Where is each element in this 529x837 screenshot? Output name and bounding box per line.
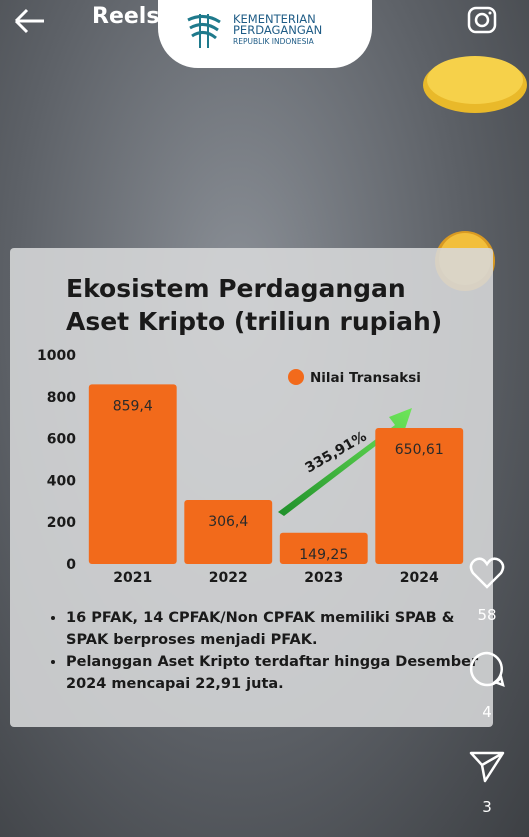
logo-badge: KEMENTERIAN PERDAGANGAN REPUBLIK INDONES… bbox=[158, 0, 372, 68]
bar bbox=[375, 428, 464, 564]
logo-mark bbox=[187, 14, 221, 48]
share-count: 3 bbox=[482, 798, 492, 816]
legend-label: Nilai Transaksi bbox=[310, 370, 421, 386]
camera-button[interactable] bbox=[466, 4, 500, 36]
y-tick-label: 1000 bbox=[37, 348, 76, 364]
value-label: 859,4 bbox=[113, 398, 153, 414]
logo-line: REPUBLIK INDONESIA bbox=[233, 37, 314, 46]
bar bbox=[88, 384, 177, 564]
growth-arrow bbox=[278, 408, 412, 516]
y-tick-label: 400 bbox=[47, 473, 76, 489]
share-button[interactable] bbox=[468, 748, 506, 784]
y-tick-label: 800 bbox=[47, 390, 76, 406]
logo-line: KEMENTERIAN bbox=[233, 12, 316, 26]
notes: 16 PFAK, 14 CPFAK/Non CPFAK memiliki SPA… bbox=[48, 607, 496, 695]
comment-count: 4 bbox=[482, 703, 492, 721]
value-label: 650,61 bbox=[395, 442, 444, 458]
note: Pelanggan Aset Kripto terdaftar hingga D… bbox=[66, 651, 496, 695]
value-label: 306,4 bbox=[208, 514, 248, 530]
logo-text: KEMENTERIAN PERDAGANGAN REPUBLIK INDONES… bbox=[233, 12, 323, 47]
x-tick-label: 2024 bbox=[400, 570, 439, 586]
decor-coins bbox=[423, 56, 527, 113]
page-title: Reels bbox=[92, 4, 160, 29]
x-tick-label: 2022 bbox=[209, 570, 248, 586]
y-tick-label: 200 bbox=[47, 515, 76, 531]
logo-line: PERDAGANGAN bbox=[233, 23, 323, 37]
bar bbox=[184, 499, 273, 564]
note: 16 PFAK, 14 CPFAK/Non CPFAK memiliki SPA… bbox=[66, 607, 496, 651]
y-tick-label: 0 bbox=[66, 557, 76, 573]
legend-marker bbox=[288, 369, 304, 385]
x-tick-label: 2021 bbox=[113, 570, 152, 586]
bar bbox=[279, 532, 368, 564]
y-tick-label: 600 bbox=[47, 432, 76, 448]
comment-button[interactable] bbox=[468, 650, 506, 688]
back-button[interactable] bbox=[10, 6, 50, 36]
chart-title: Ekosistem Perdagangan Aset Kripto (trili… bbox=[66, 274, 443, 336]
x-tick-label: 2023 bbox=[304, 570, 343, 586]
like-button[interactable] bbox=[468, 555, 506, 591]
like-count: 58 bbox=[477, 606, 497, 624]
value-label: 149,25 bbox=[299, 547, 348, 563]
